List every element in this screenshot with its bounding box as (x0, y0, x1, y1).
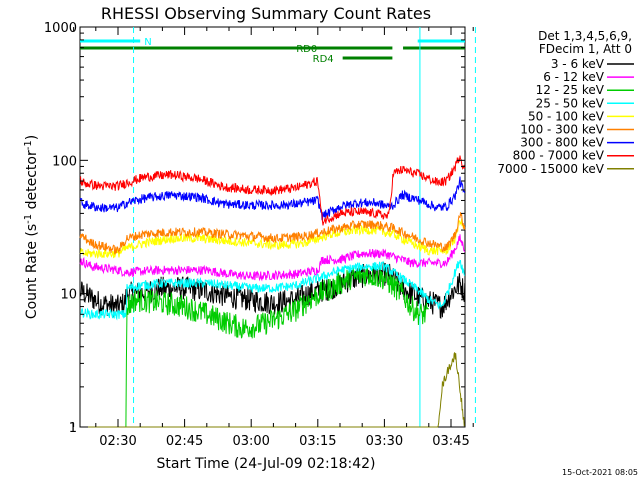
series-line (79, 155, 466, 226)
series-lines (79, 155, 466, 428)
x-tick-label: 03:15 (299, 434, 336, 449)
y-tick-label: 100 (52, 154, 77, 169)
legend-entry-label: 12 - 25 keV (536, 83, 605, 97)
time-markers (133, 27, 476, 427)
legend-entry-label: 6 - 12 keV (543, 70, 605, 84)
x-axis-label: Start Time (24-Jul-09 02:18:42) (156, 456, 375, 472)
x-tick-label: 03:30 (366, 434, 403, 449)
legend-entry-label: 300 - 800 keV (520, 136, 604, 150)
plot-frame (79, 26, 466, 428)
flag-label: RD0 (296, 44, 317, 55)
series-line (79, 218, 466, 259)
x-tick-label: 02:30 (99, 434, 136, 449)
series-line (79, 176, 466, 221)
series-line (79, 212, 466, 255)
legend-entry-label: 100 - 300 keV (520, 123, 604, 137)
series-line (80, 352, 465, 428)
series-line (79, 259, 466, 321)
y-axis-label-part: detector (24, 150, 40, 214)
legend-entry-label: 800 - 7000 keV (513, 149, 605, 163)
flag-label: RD4 (313, 54, 334, 65)
x-axis-ticks: 02:30 02:45 03:00 03:15 03:30 03:45 (73, 27, 474, 449)
y-axis-label: Count Rate (s-1 detector-1) (23, 135, 41, 319)
plot-border (79, 26, 466, 428)
y-axis-label-part: ) (24, 135, 40, 140)
x-tick-label: 03:00 (232, 434, 269, 449)
legend-header: FDecim 1, Att 0 (539, 42, 632, 56)
y-axis-ticks: 1 10 100 1000 (44, 21, 465, 436)
series-line (80, 265, 429, 428)
chart-title: RHESSI Observing Summary Count Rates (101, 4, 431, 23)
x-tick-label: 03:45 (432, 434, 469, 449)
y-axis-label-part: Count Rate (s (24, 224, 40, 319)
legend-entry-label: 25 - 50 keV (536, 96, 605, 110)
y-axis-label-sup: -1 (23, 214, 34, 224)
legend-entry-label: 50 - 100 keV (528, 109, 605, 123)
legend-header: Det 1,3,4,5,6,9, (538, 29, 632, 43)
y-tick-label: 10 (60, 288, 77, 303)
render-timestamp: 15-Oct-2021 08:05 (562, 468, 638, 477)
y-tick-label: 1000 (44, 21, 77, 36)
legend-entry-label: 3 - 6 keV (551, 57, 605, 71)
legend: Det 1,3,4,5,6,9, FDecim 1, Att 0 3 - 6 k… (497, 29, 634, 176)
y-axis-label-sup: -1 (23, 140, 34, 150)
flag-label: N (144, 37, 151, 48)
y-tick-label: 1 (69, 421, 77, 436)
legend-entry-label: 7000 - 15000 keV (497, 162, 604, 176)
x-tick-label: 02:45 (166, 434, 203, 449)
series-line (79, 234, 466, 282)
